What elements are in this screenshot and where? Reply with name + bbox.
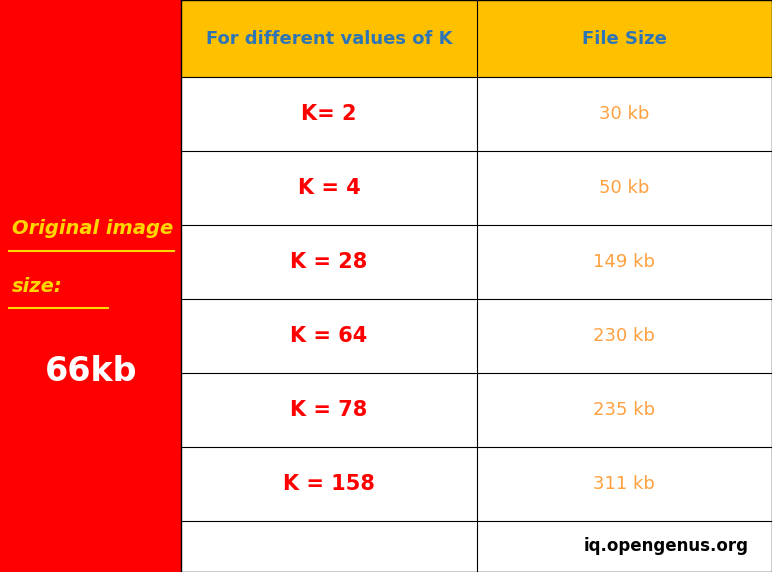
Bar (181, 447, 772, 521)
Text: File Size: File Size (582, 30, 667, 47)
Text: iq.opengenus.org: iq.opengenus.org (584, 537, 749, 555)
Bar (181, 373, 772, 447)
Text: 66kb: 66kb (45, 355, 137, 388)
Text: K = 4: K = 4 (298, 178, 361, 198)
Text: size:: size: (12, 276, 63, 296)
Text: 30 kb: 30 kb (599, 105, 649, 123)
Text: 50 kb: 50 kb (599, 179, 649, 197)
Bar (181, 0, 772, 77)
Text: K = 158: K = 158 (283, 474, 375, 494)
Text: Original image: Original image (12, 219, 173, 239)
Bar (181, 299, 772, 373)
Bar (181, 77, 772, 151)
Text: 311 kb: 311 kb (594, 475, 655, 492)
Text: K = 64: K = 64 (290, 326, 367, 346)
Text: For different values of K: For different values of K (206, 30, 452, 47)
Bar (181, 521, 772, 572)
Text: 149 kb: 149 kb (594, 253, 655, 271)
Text: 235 kb: 235 kb (594, 401, 655, 419)
Bar (0, 0, 181, 572)
Bar (181, 225, 772, 299)
Text: K = 28: K = 28 (290, 252, 367, 272)
Bar (181, 151, 772, 225)
Text: K= 2: K= 2 (301, 104, 357, 124)
Text: 230 kb: 230 kb (594, 327, 655, 345)
Text: K = 78: K = 78 (290, 400, 367, 420)
